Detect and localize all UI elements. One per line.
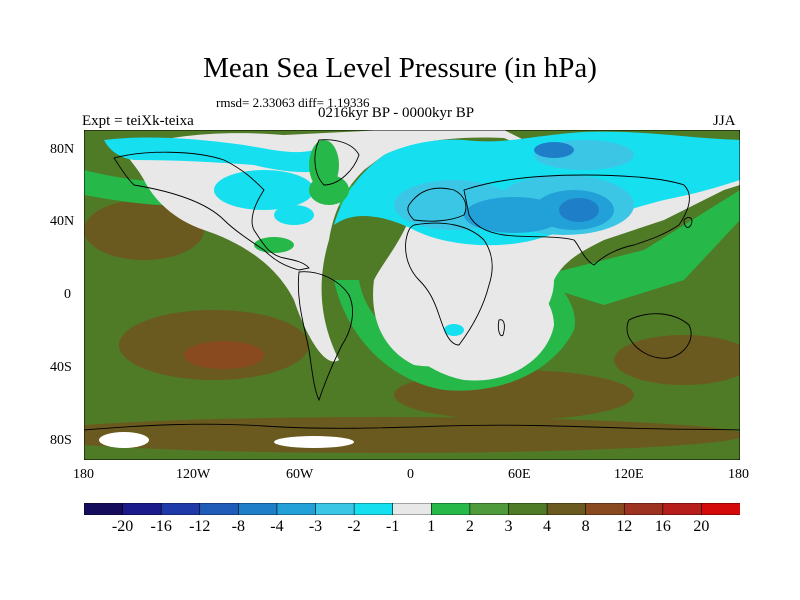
- colorbar-swatch: [546, 503, 587, 515]
- coast-europe: [407, 187, 467, 222]
- field-green-indian-band: [524, 190, 740, 305]
- colorbar-swatch: [623, 503, 664, 515]
- lon-tick-180w: 180: [73, 467, 94, 482]
- colorbar-swatch: [392, 503, 433, 515]
- field-brown-antarctica: [84, 417, 740, 453]
- field-brown-southwest-pacific: [614, 335, 740, 385]
- lon-tick-180e: 180: [728, 467, 749, 482]
- coast-australia: [626, 313, 692, 359]
- lat-tick-80n: 80N: [50, 142, 75, 157]
- coast-antarctica: [84, 423, 740, 431]
- colorbar-label: 20: [693, 518, 710, 535]
- lon-tick-0: 0: [407, 467, 414, 482]
- field-green-caribbean: [254, 237, 294, 253]
- colorbar-label: -1: [386, 518, 400, 535]
- lon-tick-120e: 120E: [614, 467, 644, 482]
- colorbar: [84, 503, 740, 515]
- lon-tick-60w: 60W: [286, 467, 314, 482]
- colorbar-swatch: [701, 503, 740, 515]
- coastlines: [84, 139, 740, 431]
- colorbar-swatch: [430, 503, 471, 515]
- field-darkblue-siberia: [534, 142, 574, 158]
- colorbar-label: -2: [347, 518, 361, 535]
- coast-south-america: [297, 271, 353, 402]
- colorbar-label: -4: [270, 518, 284, 535]
- lon-tick-120w: 120W: [176, 467, 211, 482]
- coast-north-america: [113, 151, 310, 271]
- colorbar-label: -16: [150, 518, 172, 535]
- coast-africa: [405, 222, 493, 346]
- experiment-label: Expt = teiXk-teixa: [82, 113, 194, 129]
- map-title: Mean Sea Level Pressure (in hPa): [203, 52, 597, 84]
- field-neutral-southern-ocean: [374, 280, 554, 381]
- coast-madagascar: [497, 319, 505, 337]
- colorbar-label: -3: [308, 518, 323, 535]
- stats-line: rmsd= 2.33063 diff= 1.19336: [216, 95, 370, 110]
- lat-tick-40n: 40N: [50, 214, 75, 229]
- coast-asia: [463, 174, 690, 266]
- coast-greenland: [314, 139, 360, 186]
- colorbar-swatch: [84, 503, 124, 515]
- coast-japan: [683, 217, 693, 228]
- lat-tick-0: 0: [64, 287, 71, 302]
- colorbar-swatch: [122, 503, 162, 515]
- colorbar-label: -20: [111, 518, 134, 535]
- field-white-antarctica-east: [274, 436, 354, 448]
- colorbar-label: 8: [581, 518, 590, 535]
- field-cyan-south-atlantic: [444, 324, 464, 336]
- field-cyan-gulf: [274, 205, 314, 225]
- lat-tick-80s: 80S: [50, 433, 72, 448]
- lat-tick-40s: 40S: [50, 360, 72, 375]
- colorbar-swatch: [160, 503, 201, 515]
- colorbar-swatch: [353, 503, 394, 515]
- colorbar-swatch: [662, 503, 703, 515]
- field-white-antarctica: [99, 432, 149, 448]
- colorbar-swatch: [238, 503, 278, 515]
- colorbar-label: -8: [231, 518, 245, 535]
- colorbar-swatch: [315, 503, 355, 515]
- colorbar-label: 2: [465, 518, 474, 535]
- colorbar-label: 1: [427, 518, 436, 535]
- colorbar-label: 12: [616, 518, 633, 535]
- period-label: 0216kyr BP - 0000kyr BP: [318, 105, 475, 121]
- field-dark-brown-core: [184, 341, 264, 369]
- colorbar-label: 16: [654, 518, 671, 535]
- season-label: JJA: [713, 113, 736, 129]
- colorbar-swatch: [508, 503, 548, 515]
- colorbar-swatch: [199, 503, 240, 515]
- field-green-greenland: [309, 140, 339, 190]
- field-cyan-arctic: [104, 137, 324, 173]
- colorbar-swatch: [276, 503, 317, 515]
- pressure-map: [84, 130, 740, 460]
- colorbar-label: 4: [543, 518, 552, 535]
- colorbar-swatch: [469, 503, 510, 515]
- colorbar-swatch: [585, 503, 626, 515]
- lon-tick-60e: 60E: [508, 467, 531, 482]
- colorbar-label: -12: [189, 518, 211, 535]
- field-brown-north-pacific: [84, 200, 204, 260]
- colorbar-label: 3: [504, 518, 513, 535]
- field-darkblue-tibet: [559, 198, 599, 222]
